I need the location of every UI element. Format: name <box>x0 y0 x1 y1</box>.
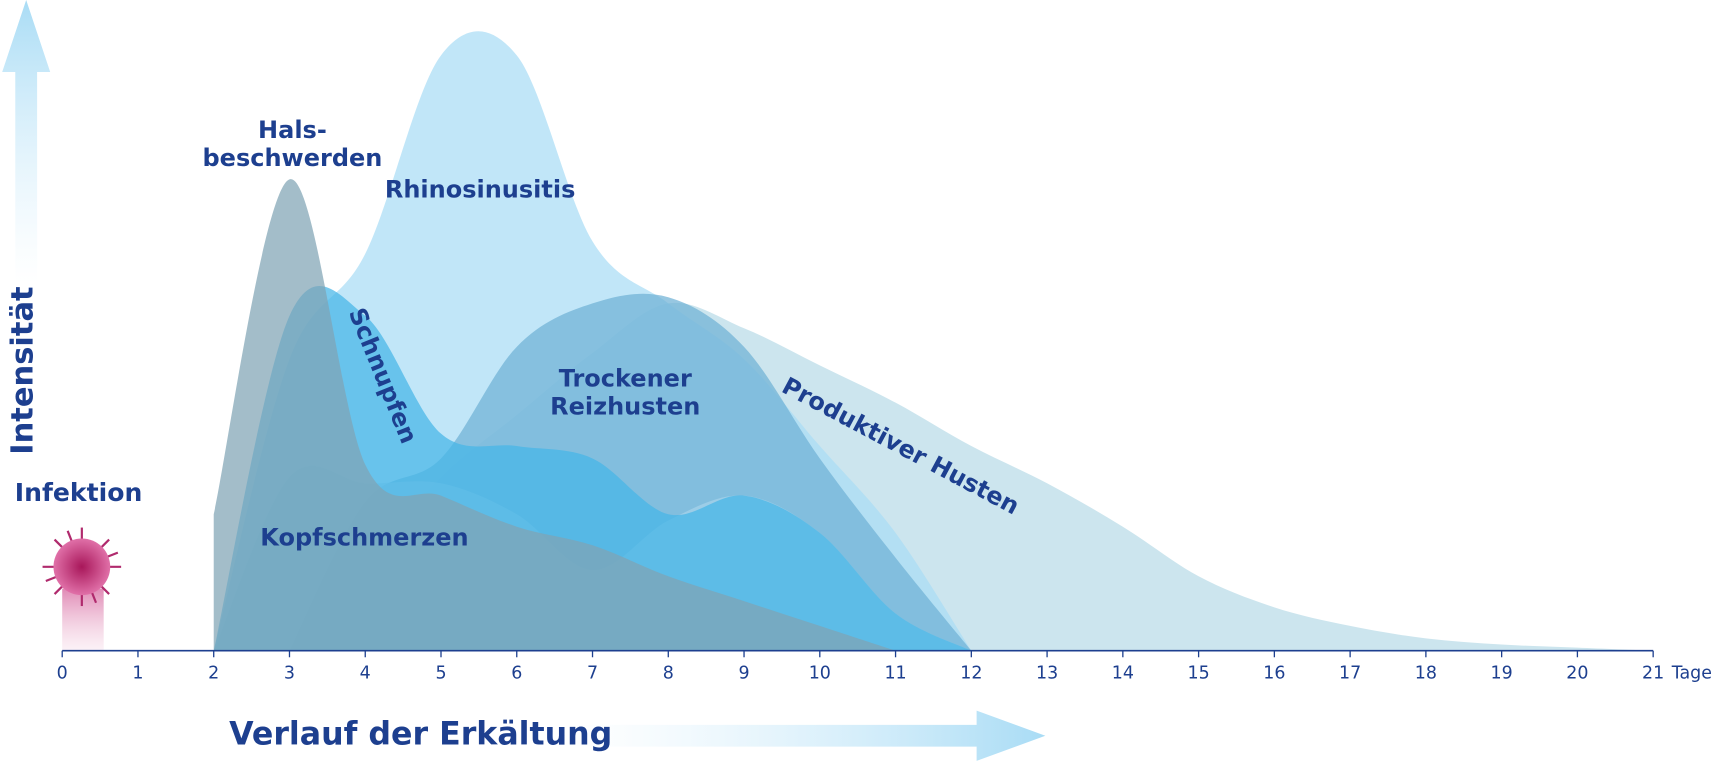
x-tick-label: 20 <box>1566 664 1588 684</box>
areas <box>213 31 1654 651</box>
series-label-line: beschwerden <box>203 144 383 172</box>
x-tick-label: 0 <box>57 664 68 684</box>
x-tick-label: 10 <box>809 664 831 684</box>
x-tick-label: 17 <box>1339 664 1361 684</box>
virus-icon <box>42 527 122 607</box>
x-tick-label: 18 <box>1415 664 1437 684</box>
area <box>213 179 896 651</box>
x-tick-label: 8 <box>663 664 674 684</box>
series-label: Trockener Reizhusten <box>550 364 700 420</box>
x-tick-label: 3 <box>284 664 295 684</box>
x-tick-label: 1 <box>132 664 143 684</box>
series-label: Hals-beschwerden <box>203 116 383 172</box>
x-tick-label: 15 <box>1187 664 1209 684</box>
x-unit: Tage <box>1671 664 1711 684</box>
x-tick-label: 6 <box>511 664 522 684</box>
x-tick-label: 9 <box>738 664 749 684</box>
y-axis-label: Intensität <box>5 286 40 454</box>
x-tick-label: 16 <box>1263 664 1285 684</box>
x-axis-label: Verlauf der Erkältung <box>229 717 612 753</box>
x-tick-label: 21 <box>1642 664 1664 684</box>
series-label: Kopfschmerzen <box>260 523 468 551</box>
y-arrow <box>2 0 51 284</box>
annotation: Infektion <box>15 478 143 507</box>
x-tick-label: 4 <box>360 664 371 684</box>
x-tick-label: 2 <box>208 664 219 684</box>
x-tick-label: 7 <box>587 664 598 684</box>
x-tick-label: 13 <box>1036 664 1058 684</box>
x-tick-label: 14 <box>1112 664 1134 684</box>
series-label-line: Trockener <box>559 364 692 392</box>
x-axis: 0 1 2 3 4 5 6 7 8 9 10 11 12 13 14 15 16 17 18 19 20 21 <box>57 649 1664 684</box>
x-tick-label: 5 <box>435 664 446 684</box>
series-label-line: Hals- <box>258 116 327 144</box>
x-tick-label: 12 <box>960 664 982 684</box>
x-tick-label: 11 <box>884 664 906 684</box>
x-arrow <box>567 710 1046 761</box>
series-label-line: Reizhusten <box>550 393 700 421</box>
series-label: Rhinosinusitis <box>385 176 576 204</box>
x-tick-label: 19 <box>1491 664 1513 684</box>
